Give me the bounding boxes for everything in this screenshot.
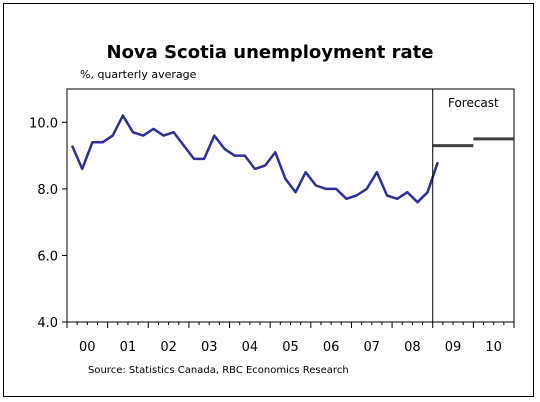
plot-frame	[66, 88, 515, 323]
source-note: Source: Statistics Canada, RBC Economics…	[88, 365, 349, 376]
y-tick-label: 8.0	[37, 183, 58, 198]
series-layer	[70, 114, 514, 204]
chart-subtitle: %, quarterly average	[80, 68, 197, 81]
x-tick-label: 04	[242, 340, 259, 355]
y-tick-label: 6.0	[37, 249, 58, 264]
x-tick-label: 03	[201, 340, 218, 355]
chart-title: Nova Scotia unemployment rate	[107, 42, 434, 63]
forecast-annotation: Forecast	[448, 96, 499, 110]
y-axis: 4.0 6.0 8.0 10.0	[29, 116, 67, 331]
y-tick-label: 4.0	[37, 316, 58, 331]
series-line-actual	[70, 114, 439, 204]
x-tick-label: 06	[323, 340, 340, 355]
chart-frame	[3, 3, 534, 397]
x-tick-label: 07	[363, 340, 380, 355]
x-tick-label: 00	[79, 340, 96, 355]
y-tick-label: 10.0	[29, 116, 58, 131]
x-tick-label: 08	[404, 340, 421, 355]
x-tick-label: 01	[120, 340, 137, 355]
x-tick-label: 05	[282, 340, 299, 355]
x-tick-label: 09	[445, 340, 462, 355]
x-tick-label: 10	[485, 340, 502, 355]
x-tick-label: 02	[160, 340, 177, 355]
x-axis: 00 01 02 03 04 05 06 07 08 09 10	[66, 322, 515, 355]
plot-area	[66, 88, 515, 323]
